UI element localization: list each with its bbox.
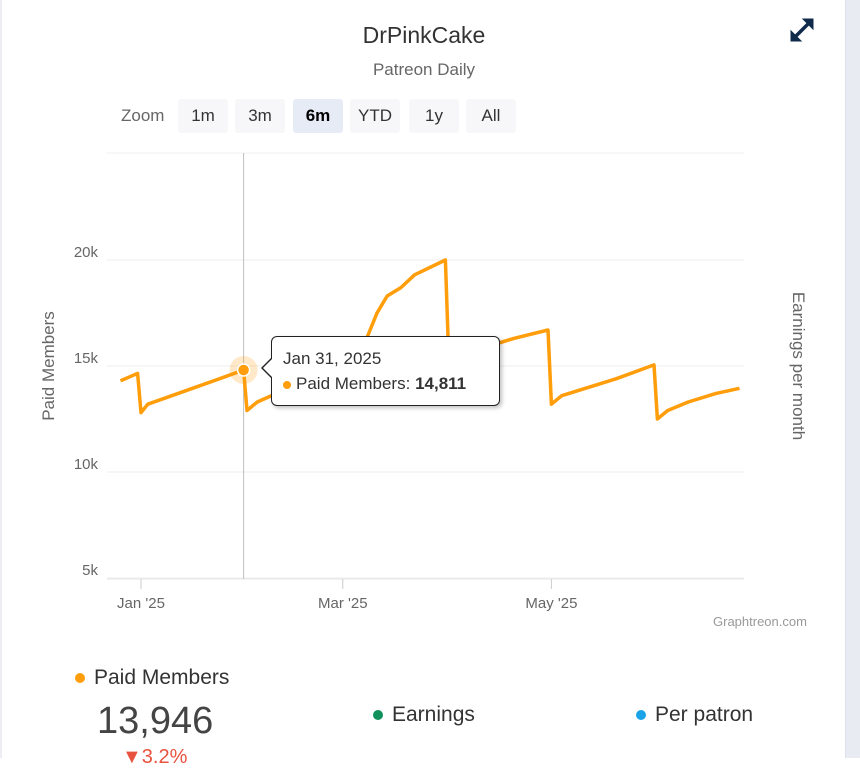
y-tick-label: 20k <box>74 244 99 261</box>
y-tick-label: 15k <box>74 350 99 367</box>
tooltip-series: Paid Members: <box>296 374 411 393</box>
zoom-button-ytd[interactable]: YTD <box>350 99 400 133</box>
stat-earnings[interactable]: Earnings <box>373 703 475 727</box>
stat-label: Per patron <box>655 703 754 726</box>
y-tick-label: 5k <box>82 562 98 579</box>
page-scroll-gutter <box>845 0 860 758</box>
chart-subtitle: Patreon Daily <box>372 60 476 79</box>
tooltip-value: 14,811 <box>415 374 467 393</box>
x-tick-label: Mar '25 <box>318 595 368 612</box>
y-axis-title: Paid Members <box>39 311 58 421</box>
members-dot-icon <box>75 673 85 683</box>
zoom-button-all[interactable]: All <box>466 99 516 133</box>
x-tick-label: May '25 <box>525 595 577 612</box>
members-value: 13,946 <box>97 700 214 742</box>
y-tick-label: 10k <box>74 456 99 473</box>
zoom-button-6m[interactable]: 6m <box>293 99 343 133</box>
expand-arrows-icon[interactable] <box>788 16 816 44</box>
tooltip-date: Jan 31, 2025 <box>283 349 382 368</box>
stat-per-patron[interactable]: Per patron <box>636 703 753 727</box>
paid-members-chart[interactable]: 5k 10k 15k 20k Jan '25 Mar '25 May '25 Paid Mem… <box>0 0 845 640</box>
series-line-paid-members <box>119 258 740 421</box>
stat-paid-members[interactable]: Paid Members <box>75 666 229 690</box>
earnings-dot-icon <box>373 710 383 720</box>
stat-label: Paid Members <box>94 666 230 689</box>
hover-point <box>236 363 251 377</box>
series-dot-icon <box>283 381 291 389</box>
tooltip: Jan 31, 2025 Paid Members: 14,811 <box>261 336 500 406</box>
zoom-button-3m[interactable]: 3m <box>235 99 285 133</box>
credit-link[interactable]: Graphtreon.com <box>713 614 807 629</box>
zoom-button-1m[interactable]: 1m <box>178 99 228 133</box>
per-patron-dot-icon <box>636 710 646 720</box>
chart-title: DrPinkCake <box>362 22 486 48</box>
y-axis-title-right: Earnings per month <box>789 292 808 440</box>
x-tick-label: Jan '25 <box>117 595 165 612</box>
left-border <box>0 0 2 758</box>
stat-label: Earnings <box>392 703 475 726</box>
zoom-button-1y[interactable]: 1y <box>409 99 459 133</box>
zoom-label: Zoom <box>121 106 165 125</box>
